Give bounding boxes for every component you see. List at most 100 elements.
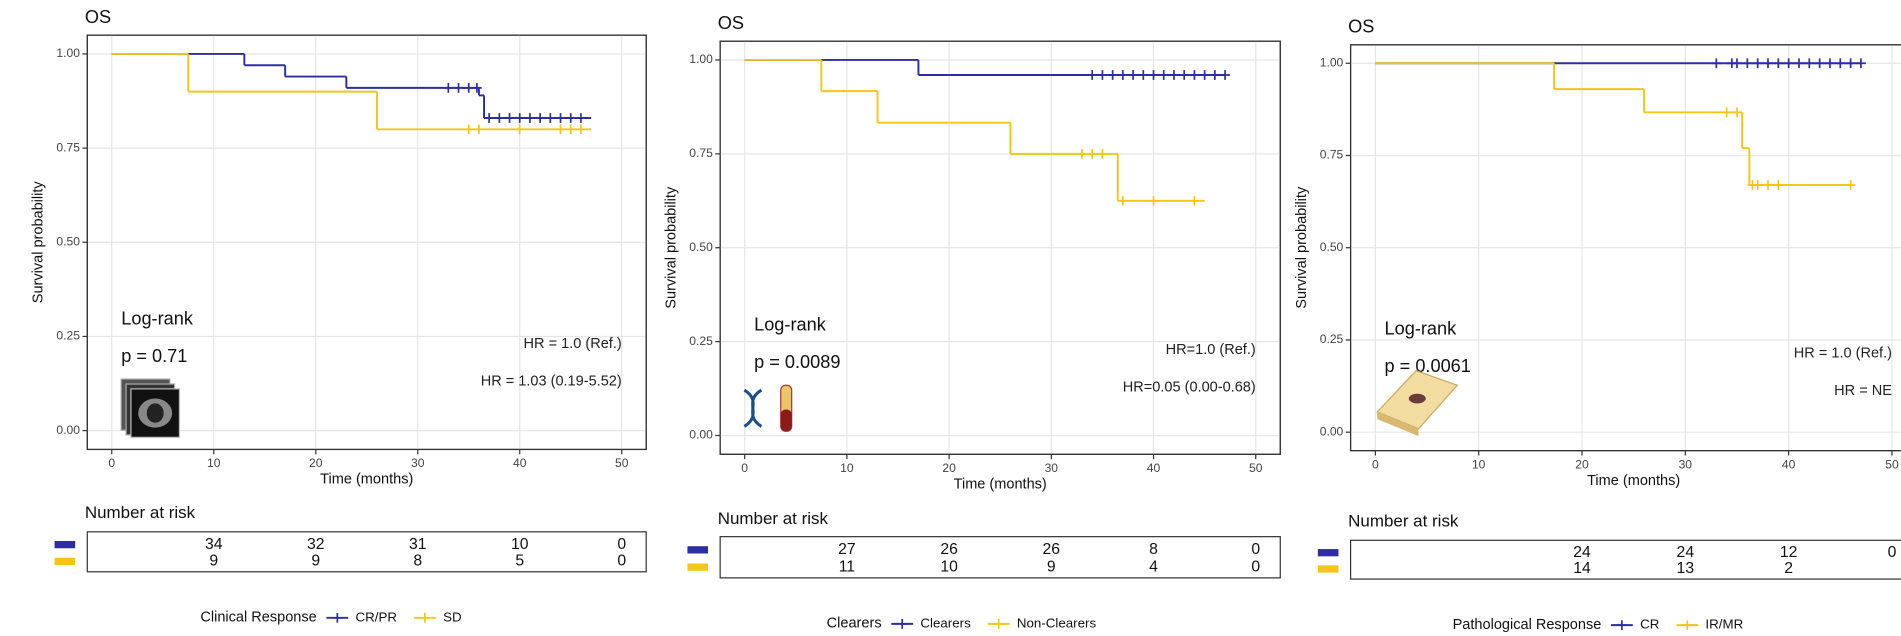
censor-mark (514, 124, 525, 135)
tube-icon (780, 409, 792, 432)
censor-mark (1721, 107, 1732, 118)
plot-border (719, 40, 1281, 455)
plot-border (86, 34, 647, 451)
risk-count: 0 (1251, 541, 1260, 558)
y-tick-label: 0.75 (689, 146, 713, 160)
censor-mark (565, 113, 576, 123)
censor-mark (1210, 70, 1220, 80)
legend-key (1682, 620, 1693, 630)
risk-count: 5 (515, 553, 524, 570)
risk-count: 14 (1573, 560, 1591, 577)
legend-title: Clinical Response (200, 610, 316, 626)
legend-label: IR/MR (1705, 617, 1743, 632)
risk-count: 12 (1780, 544, 1798, 561)
y-tick-label: 0.50 (689, 240, 713, 254)
censor-mark (1138, 70, 1149, 80)
test-label: Log-rank (1385, 318, 1458, 338)
dna-icon (743, 388, 763, 428)
tissue-icon (1408, 393, 1426, 404)
x-tick-label: 20 (309, 456, 323, 470)
risk-table-box (86, 531, 647, 573)
censor-mark (474, 124, 484, 135)
censor-mark (1087, 70, 1098, 80)
y-tick-label: 0.50 (56, 234, 80, 248)
censor-mark (1148, 70, 1159, 80)
risk-row-key (54, 557, 76, 566)
test-label: Log-rank (121, 309, 194, 329)
censor-mark (443, 83, 454, 93)
censor-mark (576, 124, 586, 135)
risk-count: 13 (1677, 560, 1695, 577)
x-axis-label: Time (months) (1587, 473, 1680, 489)
hr-reference: HR=1.0 (Ref.) (1166, 342, 1256, 358)
risk-count: 9 (311, 553, 320, 570)
x-tick-label: 10 (1472, 457, 1486, 471)
legend-key (993, 619, 1004, 629)
censor-mark (1732, 58, 1742, 69)
censor-mark (1097, 149, 1108, 159)
censor-mark (1118, 70, 1128, 80)
risk-count: 2 (1784, 560, 1793, 577)
censor-mark (1179, 70, 1190, 80)
x-tick-label: 20 (1575, 457, 1589, 471)
censor-mark (1783, 58, 1794, 69)
risk-count: 32 (307, 536, 325, 553)
risk-table-box (719, 536, 1281, 579)
y-tick-label: 0.00 (1320, 424, 1344, 438)
risk-count: 27 (838, 541, 856, 558)
censor-mark (463, 124, 474, 135)
risk-count: 26 (1043, 541, 1061, 558)
censor-mark (1845, 58, 1856, 69)
censor-mark (494, 113, 505, 123)
legend-title: Clearers (827, 616, 882, 632)
risk-count: 8 (1149, 541, 1158, 558)
censor-mark (1742, 58, 1753, 69)
censor-mark (1752, 180, 1763, 190)
risk-count: 0 (617, 553, 626, 570)
risk-count: 24 (1573, 544, 1591, 561)
p-value: p = 0.0061 (1385, 356, 1471, 376)
censor-mark (1773, 58, 1784, 69)
legend-title: Pathological Response (1453, 617, 1602, 633)
censor-mark (1773, 180, 1784, 190)
x-tick-label: 40 (1782, 457, 1796, 471)
censor-mark (1804, 58, 1815, 69)
tissue-icon (1377, 411, 1419, 437)
censor-mark (576, 113, 586, 123)
risk-count: 31 (409, 536, 427, 553)
censor-mark (1835, 58, 1846, 69)
y-tick-label: 0.75 (56, 140, 80, 154)
x-tick-label: 10 (840, 461, 854, 475)
censor-mark (504, 113, 515, 123)
legend-label: CR/PR (356, 609, 397, 624)
censor-mark (535, 113, 545, 123)
risk-count: 11 (839, 558, 855, 575)
censor-mark (1189, 70, 1200, 80)
x-tick-label: 30 (1679, 457, 1693, 471)
legend-label: Non-Clearers (1017, 615, 1097, 630)
legend-key (420, 612, 430, 623)
x-tick-label: 0 (741, 461, 748, 475)
risk-count: 9 (1047, 558, 1056, 575)
y-tick-label: 1.00 (56, 46, 80, 60)
censor-mark (555, 124, 566, 135)
censor-mark (1087, 149, 1098, 159)
y-tick-label: 1.00 (1320, 55, 1344, 69)
censor-mark (484, 113, 494, 123)
risk-count: 34 (205, 536, 223, 553)
x-tick-label: 10 (207, 456, 221, 470)
risk-count: 10 (511, 536, 529, 553)
censor-mark (1845, 180, 1856, 190)
hr-reference: HR = 1.0 (Ref.) (524, 336, 622, 352)
risk-row-key (1317, 549, 1339, 557)
censor-mark (525, 113, 535, 123)
censor-mark (1814, 58, 1825, 69)
chart-title: OS (718, 13, 744, 33)
risk-table-title: Number at risk (718, 509, 829, 528)
chart-title: OS (1348, 17, 1374, 37)
risk-count: 0 (1251, 558, 1260, 575)
y-tick-label: 0.50 (1320, 240, 1344, 254)
censor-mark (1107, 70, 1118, 80)
censor-mark (1856, 58, 1866, 69)
censor-mark (555, 113, 566, 123)
